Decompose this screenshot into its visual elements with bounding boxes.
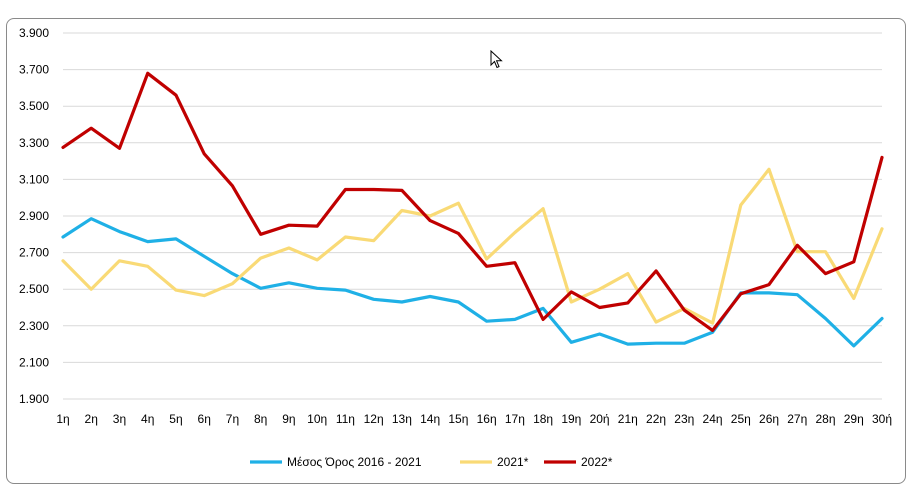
y-tick-label: 3.300 [19, 136, 49, 150]
legend-label: 2021* [497, 455, 529, 469]
y-tick-label: 1.900 [19, 392, 49, 406]
x-tick-label: 13η [392, 412, 412, 426]
x-tick-label: 12η [364, 412, 384, 426]
series-line [61, 71, 884, 332]
x-tick-label: 4η [141, 412, 154, 426]
x-tick-label: 24η [703, 412, 723, 426]
legend: Μέσος Όρος 2016 - 2021 2021* 2022* [250, 455, 613, 469]
x-tick-label: 23η [674, 412, 694, 426]
x-tick-label: 25η [731, 412, 751, 426]
y-tick-label: 3.900 [19, 26, 49, 40]
x-tick-label: 28η [816, 412, 836, 426]
mouse-cursor-icon [490, 50, 503, 69]
series-lines [61, 71, 884, 348]
x-tick-label: 7η [226, 412, 239, 426]
series-line [61, 217, 884, 348]
legend-label: Μέσος Όρος 2016 - 2021 [287, 455, 422, 469]
y-tick-label: 2.500 [19, 282, 49, 296]
x-tick-label: 11η [336, 412, 355, 426]
x-tick-label: 18η [533, 412, 553, 426]
y-tick-label: 2.100 [19, 355, 49, 369]
x-tick-label: 30ή [872, 412, 892, 426]
x-tick-label: 10η [307, 412, 327, 426]
x-tick-label: 2η [85, 412, 98, 426]
gridlines [63, 32, 882, 400]
legend-label: 2022* [581, 455, 613, 469]
y-tick-label: 3.100 [19, 172, 49, 186]
y-tick-label: 3.500 [19, 99, 49, 113]
x-tick-label: 1η [56, 412, 69, 426]
chart-frame [6, 18, 906, 484]
x-tick-label: 20ή [590, 412, 610, 426]
x-axis-tick-labels: 1η 2η 3η 4η 5η 6η 7η 8η 9η 10η 11η 12η 13η 14η 15η 16η 1… [56, 412, 892, 426]
series-line [61, 167, 884, 325]
x-tick-label: 26η [759, 412, 779, 426]
x-tick-label: 27η [787, 412, 807, 426]
x-tick-label: 17η [505, 412, 525, 426]
y-tick-label: 2.700 [19, 246, 49, 260]
x-tick-label: 14η [420, 412, 440, 426]
y-tick-label: 2.300 [19, 319, 49, 333]
x-tick-label: 15η [448, 412, 468, 426]
y-axis-tick-labels: 1.900 2.100 2.300 2.500 2.700 2.900 3.100 3.300… [19, 26, 49, 406]
x-tick-label: 21η [618, 412, 638, 426]
y-tick-label: 3.700 [19, 63, 49, 77]
x-tick-label: 19η [561, 412, 581, 426]
x-tick-label: 3η [113, 412, 126, 426]
x-tick-label: 9η [282, 412, 295, 426]
x-tick-label: 5η [169, 412, 182, 426]
x-tick-label: 29η [844, 412, 864, 426]
x-tick-label: 22η [646, 412, 666, 426]
x-tick-label: 8η [254, 412, 267, 426]
y-tick-label: 2.900 [19, 209, 49, 223]
x-tick-label: 16η [477, 412, 497, 426]
x-tick-label: 6η [198, 412, 211, 426]
